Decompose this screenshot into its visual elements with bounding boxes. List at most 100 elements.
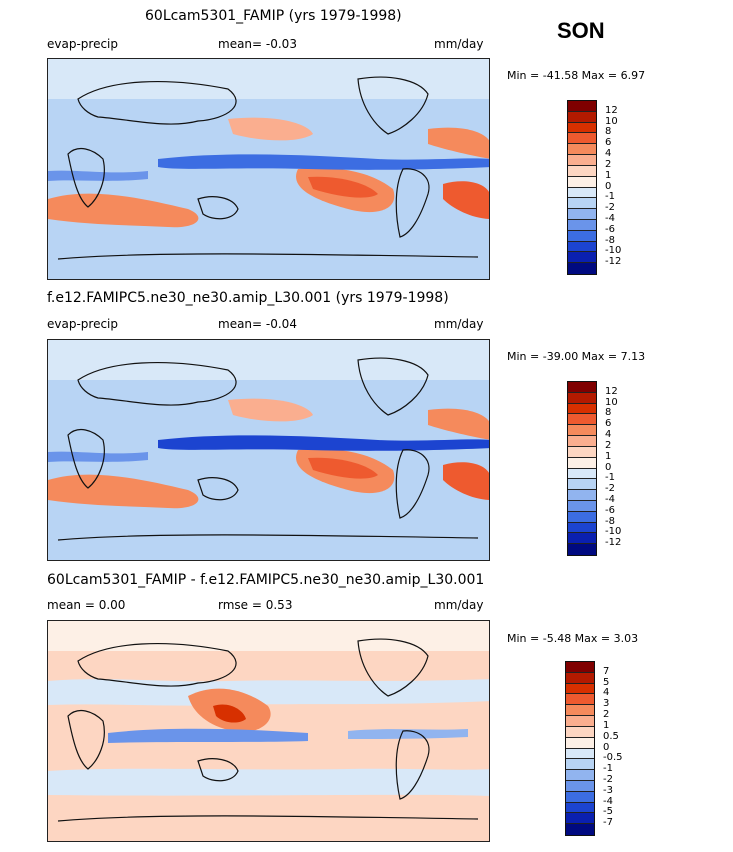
colorbar-swatch [568, 490, 596, 501]
panel3-title: 60Lcam5301_FAMIP - f.e12.FAMIPC5.ne30_ne… [47, 572, 485, 588]
panel2-colorbar [567, 381, 597, 556]
colorbar-swatch [568, 187, 596, 199]
colorbar-tick-label: 0 [603, 741, 610, 753]
panel2-variable-label: evap-precip [47, 317, 119, 331]
colorbar-swatch [566, 716, 594, 727]
colorbar-swatch [566, 694, 594, 706]
colorbar-tick-label: 12 [605, 385, 618, 397]
colorbar-swatch [568, 511, 596, 523]
panel1-units-label: mm/day [434, 37, 484, 51]
colorbar-swatch [568, 165, 596, 177]
colorbar-tick-label: -8 [605, 234, 615, 246]
colorbar-swatch [566, 813, 594, 825]
colorbar-swatch [566, 737, 594, 749]
colorbar-swatch [568, 219, 596, 231]
panel3-colorbar-labels: 7 5 4 3 2 1 0.5 0 -0.5 -1 -2 -3 -4 -5 -7 [603, 661, 643, 836]
colorbar-swatch [568, 457, 596, 469]
colorbar-tick-label: 12 [605, 104, 618, 116]
panel2-colorbar-labels: 12 10 8 6 4 2 1 0 -1 -2 -4 -6 -8 -10 -12 [605, 381, 645, 556]
colorbar-tick-label: 0 [605, 180, 612, 192]
panel1-map [47, 58, 490, 280]
colorbar-tick-label: 4 [605, 148, 612, 160]
colorbar-tick-label: -6 [605, 223, 615, 235]
colorbar-tick-label: 4 [603, 687, 610, 699]
colorbar-tick-label: -0.5 [603, 752, 623, 764]
panel3-colorbar [565, 661, 595, 836]
colorbar-tick-label: -12 [605, 537, 622, 549]
colorbar-tick-label: 7 [603, 665, 610, 677]
colorbar-tick-label: -8 [605, 515, 615, 527]
colorbar-tick-label: -4 [603, 795, 613, 807]
colorbar-swatch [568, 252, 596, 264]
colorbar-swatch [568, 230, 596, 242]
colorbar-swatch [568, 479, 596, 491]
colorbar-swatch [568, 155, 596, 166]
colorbar-swatch [568, 133, 596, 145]
colorbar-tick-label: 0.5 [603, 730, 619, 742]
panel2-mean-label: mean= -0.04 [218, 317, 297, 331]
panel1-colorbar-labels: 12 10 8 6 4 2 1 0 -1 -2 -4 -6 -8 -10 -12 [605, 100, 645, 275]
colorbar-swatch [568, 111, 596, 123]
panel3-map [47, 620, 490, 842]
colorbar-tick-label: 6 [605, 137, 612, 149]
colorbar-swatch [568, 446, 596, 458]
panel2-title: f.e12.FAMIPC5.ne30_ne30.amip_L30.001 (yr… [47, 290, 449, 306]
colorbar-swatch [568, 263, 596, 274]
panel1-colorbar [567, 100, 597, 275]
colorbar-swatch [566, 672, 594, 684]
panel3-minmax: Min = -5.48 Max = 3.03 [507, 632, 639, 645]
colorbar-tick-label: -7 [603, 817, 613, 829]
colorbar-tick-label: -1 [605, 191, 615, 203]
panel2-minmax: Min = -39.00 Max = 7.13 [507, 350, 646, 363]
colorbar-swatch [566, 791, 594, 803]
colorbar-swatch [568, 533, 596, 545]
colorbar-tick-label: 2 [605, 158, 612, 170]
colorbar-tick-label: -12 [605, 256, 622, 268]
colorbar-tick-label: -6 [605, 504, 615, 516]
colorbar-swatch [566, 824, 594, 835]
colorbar-swatch [568, 382, 596, 393]
panel3-units-label: mm/day [434, 598, 484, 612]
panel1-variable-label: evap-precip [47, 37, 119, 51]
panel1-minmax: Min = -41.58 Max = 6.97 [507, 69, 646, 82]
panel3-map-svg [48, 621, 489, 841]
colorbar-swatch [566, 770, 594, 781]
colorbar-tick-label: 1 [603, 719, 610, 731]
colorbar-tick-label: 10 [605, 115, 618, 127]
colorbar-tick-label: 1 [605, 169, 612, 181]
colorbar-swatch [566, 780, 594, 792]
colorbar-tick-label: -4 [605, 212, 615, 224]
colorbar-swatch [568, 144, 596, 156]
colorbar-swatch [566, 748, 594, 760]
colorbar-tick-label: -10 [605, 245, 622, 257]
colorbar-tick-label: 3 [603, 698, 610, 710]
colorbar-tick-label: -5 [603, 806, 613, 818]
colorbar-tick-label: -2 [603, 773, 613, 785]
colorbar-swatch [568, 198, 596, 210]
colorbar-tick-label: 8 [605, 407, 612, 419]
colorbar-tick-label: 2 [603, 709, 610, 721]
colorbar-swatch [568, 522, 596, 534]
panel2-units-label: mm/day [434, 317, 484, 331]
colorbar-tick-label: 4 [605, 429, 612, 441]
colorbar-swatch [568, 241, 596, 253]
panel2-map [47, 339, 490, 561]
colorbar-swatch [568, 176, 596, 188]
panel1-map-svg [48, 59, 489, 279]
panel1-title: 60Lcam5301_FAMIP (yrs 1979-1998) [145, 8, 402, 24]
colorbar-tick-label: 6 [605, 418, 612, 430]
colorbar-tick-label: 2 [605, 439, 612, 451]
colorbar-tick-label: -2 [605, 483, 615, 495]
colorbar-tick-label: 1 [605, 450, 612, 462]
colorbar-swatch [566, 726, 594, 738]
colorbar-swatch [568, 425, 596, 437]
panel2-map-svg [48, 340, 489, 560]
colorbar-swatch [568, 500, 596, 512]
colorbar-tick-label: 5 [603, 676, 610, 688]
colorbar-swatch [568, 392, 596, 404]
colorbar-swatch [568, 544, 596, 555]
panel1-mean-label: mean= -0.03 [218, 37, 297, 51]
colorbar-swatch [566, 802, 594, 814]
colorbar-tick-label: 8 [605, 126, 612, 138]
colorbar-swatch [568, 468, 596, 480]
